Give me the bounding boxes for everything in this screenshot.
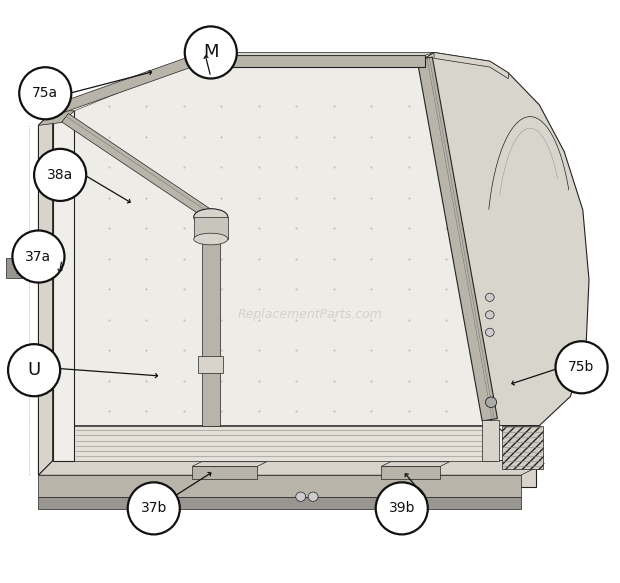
Polygon shape xyxy=(381,466,440,479)
Ellipse shape xyxy=(376,482,428,535)
Polygon shape xyxy=(51,57,194,115)
Circle shape xyxy=(308,492,318,501)
Polygon shape xyxy=(434,52,508,79)
Polygon shape xyxy=(16,262,53,274)
Text: 39b: 39b xyxy=(389,501,415,515)
Ellipse shape xyxy=(8,344,60,396)
Ellipse shape xyxy=(556,341,608,394)
Circle shape xyxy=(485,397,497,408)
Polygon shape xyxy=(53,426,536,461)
Polygon shape xyxy=(502,426,542,469)
Polygon shape xyxy=(38,497,521,509)
Circle shape xyxy=(485,293,494,301)
Polygon shape xyxy=(198,356,223,373)
Circle shape xyxy=(199,54,205,59)
Ellipse shape xyxy=(34,149,86,201)
Text: 75a: 75a xyxy=(32,86,58,100)
Text: U: U xyxy=(27,361,41,379)
Text: 37b: 37b xyxy=(141,501,167,515)
Ellipse shape xyxy=(185,26,237,79)
Polygon shape xyxy=(192,466,257,479)
Circle shape xyxy=(192,51,198,57)
Polygon shape xyxy=(202,222,220,426)
Text: 38a: 38a xyxy=(47,168,73,182)
Polygon shape xyxy=(53,461,536,487)
Polygon shape xyxy=(192,55,425,67)
Polygon shape xyxy=(38,475,521,497)
Text: M: M xyxy=(203,44,219,61)
Circle shape xyxy=(485,311,494,319)
Circle shape xyxy=(296,492,306,501)
Polygon shape xyxy=(38,111,74,125)
Ellipse shape xyxy=(193,233,228,245)
Ellipse shape xyxy=(193,209,228,225)
Polygon shape xyxy=(6,258,24,278)
Polygon shape xyxy=(53,111,74,461)
Ellipse shape xyxy=(19,67,71,120)
Polygon shape xyxy=(417,57,497,421)
Polygon shape xyxy=(194,217,228,239)
Circle shape xyxy=(485,328,494,336)
Polygon shape xyxy=(62,114,214,220)
Text: ReplacementParts.com: ReplacementParts.com xyxy=(237,308,383,321)
Text: 75b: 75b xyxy=(569,360,595,374)
Polygon shape xyxy=(381,462,450,466)
Polygon shape xyxy=(38,461,544,475)
Polygon shape xyxy=(38,111,53,475)
Polygon shape xyxy=(482,420,499,461)
Polygon shape xyxy=(74,426,496,461)
Polygon shape xyxy=(425,52,589,426)
Ellipse shape xyxy=(128,482,180,535)
Polygon shape xyxy=(192,52,434,55)
Text: 37a: 37a xyxy=(25,250,51,264)
Polygon shape xyxy=(74,58,496,426)
Ellipse shape xyxy=(12,230,64,283)
Polygon shape xyxy=(192,462,267,466)
